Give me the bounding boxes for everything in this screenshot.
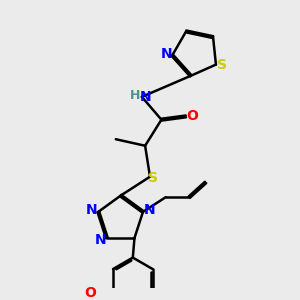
Text: N: N <box>94 233 106 247</box>
Text: O: O <box>186 110 198 123</box>
Text: S: S <box>217 58 227 72</box>
Text: N: N <box>160 47 172 61</box>
Text: S: S <box>148 171 158 185</box>
Text: N: N <box>139 90 151 104</box>
Text: N: N <box>144 203 155 217</box>
Text: N: N <box>86 203 98 217</box>
Text: O: O <box>84 286 96 300</box>
Text: H: H <box>130 89 140 102</box>
